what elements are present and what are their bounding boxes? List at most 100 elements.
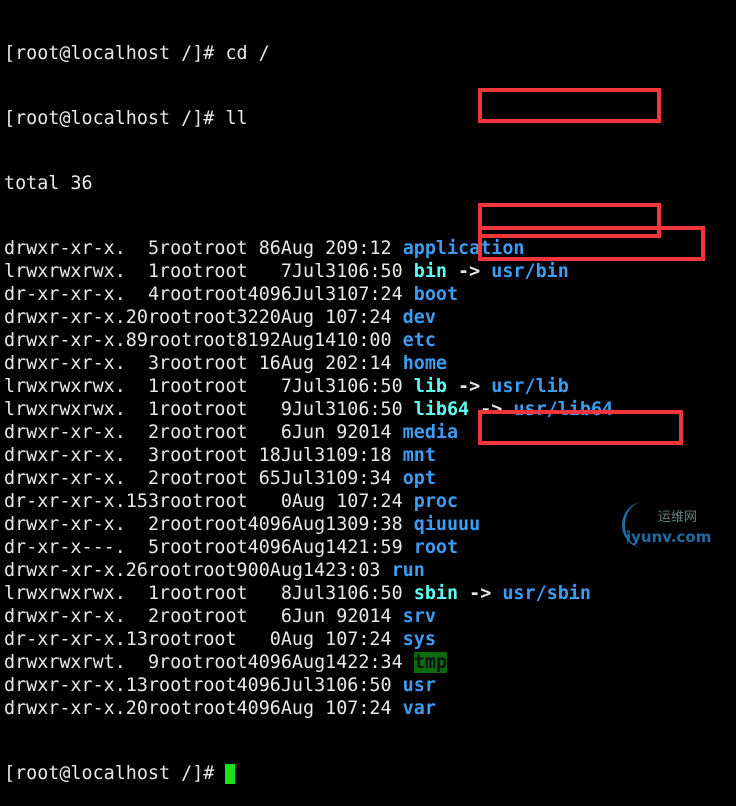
entry-month: Jul — [291, 284, 326, 305]
entry-size: 18 — [258, 445, 281, 466]
entry-month: Jul — [280, 445, 315, 466]
entry-perms: drwxr-xr-x. — [4, 560, 126, 581]
entry-name[interactable]: sys — [402, 629, 436, 650]
entry-name[interactable]: bin — [413, 261, 447, 282]
symlink-target[interactable]: usr/lib — [491, 376, 569, 397]
file-entry-row: drwxr-xr-x. 5rootroot 86Aug 209:12 appli… — [4, 237, 613, 260]
entry-name[interactable]: lib — [413, 376, 447, 397]
entry-name[interactable]: qiuuuu — [413, 514, 481, 535]
entry-name[interactable]: tmp — [413, 652, 447, 673]
entry-perms: drwxrwxrwt. — [4, 652, 126, 673]
entry-month: Aug — [291, 514, 326, 535]
entry-size: 4096 — [236, 698, 281, 719]
file-entry-row: drwxr-xr-x. 2rootroot4096Aug1309:38 qiuu… — [4, 513, 613, 536]
entry-group: root — [192, 698, 237, 719]
entry-size: 7 — [280, 376, 292, 397]
file-entry-row: drwxr-xr-x. 3rootroot 16Aug 202:14 home — [4, 352, 613, 375]
file-entry-row: dr-xr-x---. 5rootroot4096Aug1421:59 root — [4, 536, 613, 559]
entry-day: 9 — [336, 606, 348, 627]
entry-perms: drwxr-xr-x. — [4, 468, 126, 489]
entry-size: 8192 — [236, 330, 281, 351]
entry-time: 09:38 — [347, 514, 403, 535]
entry-owner: root — [159, 284, 204, 305]
entry-time: 06:50 — [347, 376, 403, 397]
entry-links: 20 — [125, 698, 148, 719]
entry-perms: drwxr-xr-x. — [4, 307, 126, 328]
entry-month: Aug — [280, 330, 315, 351]
command-line: [root@localhost /]# cd / — [4, 42, 613, 65]
entry-day: 31 — [314, 468, 337, 489]
entry-month: Jun — [291, 422, 326, 443]
entry-day: 2 — [325, 353, 337, 374]
entry-owner: root — [159, 468, 204, 489]
entry-name[interactable]: mnt — [402, 445, 436, 466]
entry-owner: root — [159, 422, 204, 443]
entry-time: 06:50 — [347, 583, 403, 604]
entry-size: 900 — [236, 560, 270, 581]
symlink-arrow: -> — [458, 261, 481, 282]
entry-name[interactable]: sbin — [413, 583, 459, 604]
entry-owner: root — [159, 491, 204, 512]
highlight-box — [477, 203, 661, 238]
symlink-target[interactable]: usr/bin — [491, 261, 569, 282]
entry-time: 2014 — [347, 422, 392, 443]
entry-day: 1 — [325, 629, 337, 650]
entry-group: root — [192, 330, 237, 351]
prompt: [root@localhost /]# — [4, 43, 215, 64]
entry-month: Jul — [291, 583, 326, 604]
entry-day: 1 — [336, 491, 348, 512]
entry-time: 09:34 — [336, 468, 392, 489]
entry-links: 1 — [147, 261, 160, 282]
symlink-target[interactable]: usr/lib64 — [513, 399, 614, 420]
prompt: [root@localhost /]# — [4, 108, 215, 129]
symlink-target[interactable]: usr/sbin — [502, 583, 591, 604]
logo-swirl-icon — [622, 502, 665, 548]
entry-name[interactable]: srv — [402, 606, 436, 627]
entry-name[interactable]: usr — [402, 675, 436, 696]
command-line: [root@localhost /]# ll — [4, 107, 613, 130]
entry-day: 31 — [325, 261, 348, 282]
entry-perms: drwxr-xr-x. — [4, 606, 126, 627]
entry-name[interactable]: boot — [413, 284, 459, 305]
entry-name[interactable]: media — [402, 422, 459, 443]
entry-time: 07:24 — [347, 491, 403, 512]
entry-size: 4096 — [236, 675, 281, 696]
entry-perms: drwxr-xr-x. — [4, 238, 126, 259]
entry-group: root — [203, 376, 248, 397]
highlight-box — [477, 226, 705, 261]
entry-name[interactable]: proc — [413, 491, 459, 512]
entry-name[interactable]: home — [402, 353, 447, 374]
entry-owner: root — [159, 514, 204, 535]
entry-month: Aug — [291, 537, 326, 558]
entry-name[interactable]: application — [402, 238, 525, 259]
command: ll — [225, 108, 248, 129]
entry-name[interactable]: root — [413, 537, 459, 558]
final-prompt-line: [root@localhost /]# — [4, 762, 613, 785]
entry-name[interactable]: etc — [402, 330, 436, 351]
entry-perms: dr-xr-x---. — [4, 537, 126, 558]
entry-links: 13 — [125, 629, 148, 650]
entry-group: root — [203, 353, 248, 374]
entry-group: root — [192, 307, 237, 328]
symlink-arrow: -> — [458, 376, 481, 397]
entry-name[interactable]: var — [402, 698, 436, 719]
entry-links: 20 — [125, 307, 148, 328]
file-entry-row: drwxr-xr-x.13rootroot4096Jul3106:50 usr — [4, 674, 613, 697]
entry-name[interactable]: lib64 — [413, 399, 470, 420]
entry-name[interactable]: opt — [402, 468, 436, 489]
file-entry-row: drwxr-xr-x. 3rootroot 18Jul3109:18 mnt — [4, 444, 613, 467]
entry-name[interactable]: run — [391, 560, 425, 581]
entry-month: Jun — [291, 606, 326, 627]
entry-name[interactable]: dev — [402, 307, 436, 328]
entry-size: 7 — [280, 261, 292, 282]
entry-group: root — [203, 652, 248, 673]
file-entry-row: drwxr-xr-x. 2rootroot 65Jul3109:34 opt — [4, 467, 613, 490]
entry-day: 14 — [302, 560, 326, 581]
symlink-arrow: -> — [480, 399, 503, 420]
entry-links: 153 — [125, 491, 160, 512]
entry-time: 07:24 — [347, 284, 403, 305]
entry-owner: root — [159, 606, 204, 627]
file-entry-row: drwxr-xr-x. 2rootroot 6Jun 92014 media — [4, 421, 613, 444]
file-entry-row: lrwxrwxrwx. 1rootroot 9Jul3106:50 lib64 … — [4, 398, 613, 421]
entry-perms: dr-xr-xr-x. — [4, 491, 126, 512]
